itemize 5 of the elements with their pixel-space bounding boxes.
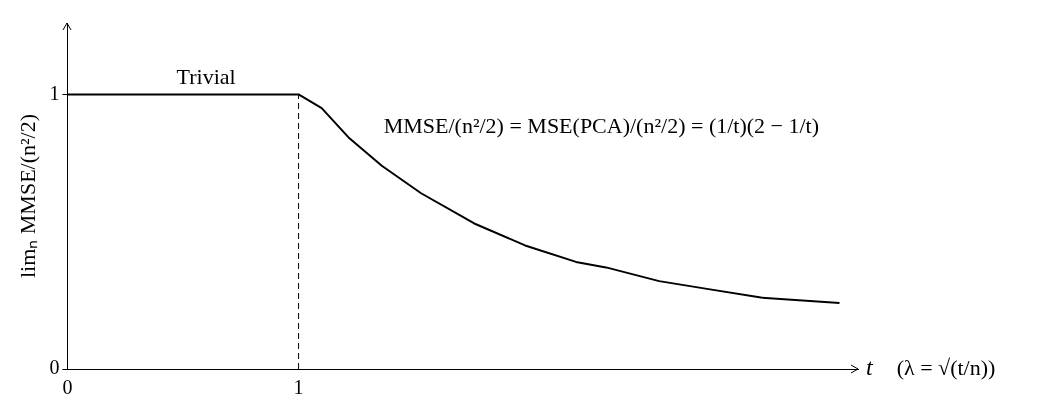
y-axis-title: limₙ MMSE/(n²/2): [14, 113, 40, 279]
text: (λ = √(t/n)): [896, 354, 996, 380]
annotation: MMSE/(n²/2) = MSE(PCA)/(n²/2) = (1/t)(2 − 1/t): [383, 112, 820, 138]
annotation: Trivial: [176, 64, 236, 90]
x-axis-title: t: [866, 354, 874, 381]
